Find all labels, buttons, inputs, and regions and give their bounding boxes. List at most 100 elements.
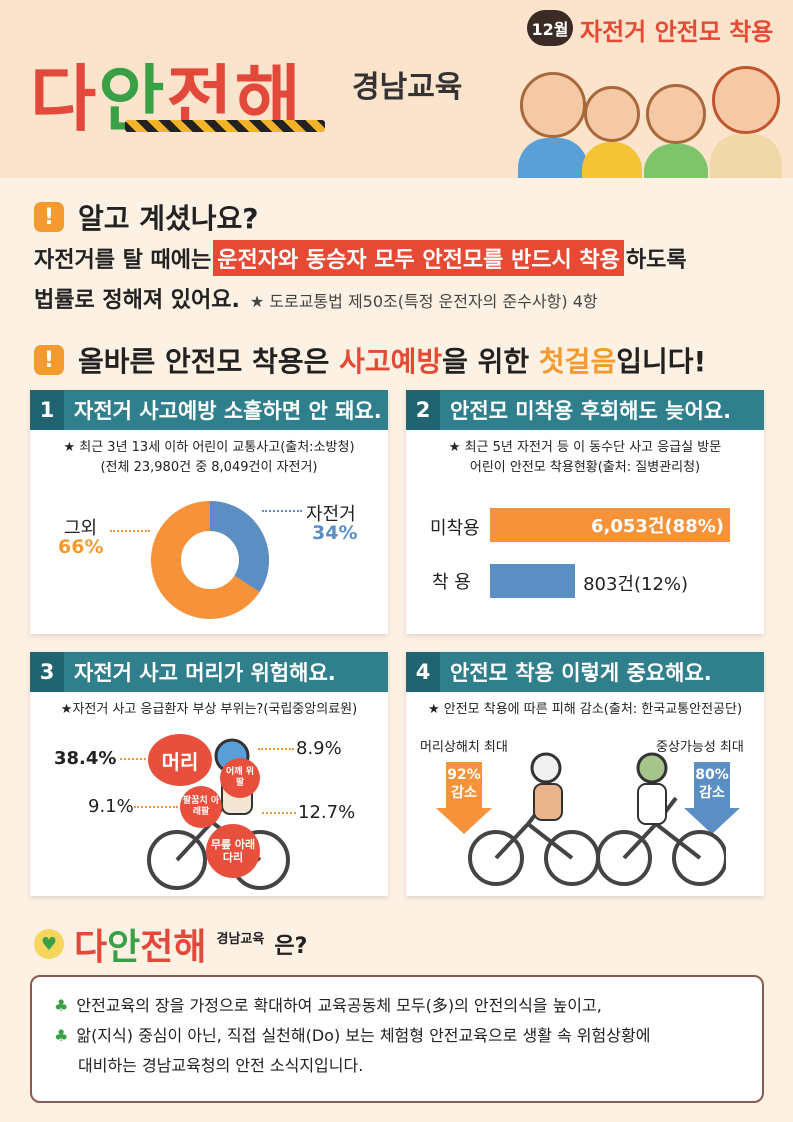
card-number: 4 (406, 652, 440, 692)
bar-value: 803건(12%) (583, 574, 689, 595)
card-title: 안전모 미착용 후회해도 늦어요. (450, 399, 732, 423)
severe-injury-label: 중상가능성 최대 (656, 740, 744, 755)
leader-line (258, 748, 294, 750)
leader-line (262, 812, 296, 814)
footer-question: 은? (274, 934, 308, 959)
leader-line (110, 530, 150, 532)
elbow-value: 9.1% (88, 796, 134, 817)
logo-subtitle: 경남교육 (352, 70, 463, 105)
logo-char: 다 (74, 927, 108, 968)
bar-helmet (490, 564, 576, 598)
card-header: 3 자전거 사고 머리가 위험해요. (30, 652, 388, 692)
intro-text: 법률로 정해져 있어요. (34, 288, 240, 313)
knee-bubble: 무릎 아래다리 (206, 824, 260, 878)
intro-text: 하도록 (625, 248, 687, 273)
card-helmet-stats: 2 안전모 미착용 후회해도 늦어요. ★ 최근 5년 자전거 등 이 동수단 사… (406, 390, 764, 634)
bike-label: 자전거 (306, 504, 356, 525)
exclamation-icon: ! (34, 202, 64, 232)
section-title-know: ! 알고 계셨나요? (34, 197, 259, 237)
description-row: ♣ 안전교육의 장을 가정으로 확대하여 교육공동체 모두(多)의 안전의식을 높… (54, 991, 740, 1021)
elbow-bubble: 팔꿈치 아래팔 (180, 786, 222, 828)
clover-icon: ♣ (54, 996, 69, 1015)
logo-char: 안 (107, 927, 141, 968)
leader-line (262, 510, 302, 512)
card-subtitle: ★자전거 사고 응급환자 부상 부위는?(국립중앙의료원) (60, 702, 358, 717)
decrease-value: 80% (695, 767, 729, 783)
card-injury-areas: 3 자전거 사고 머리가 위험해요. ★자전거 사고 응급환자 부상 부위는?(국… (30, 652, 388, 896)
decrease-unit: 감소 (699, 785, 725, 801)
subtitle-line: 어린이 안전모 착용현황(출처: 질병관리청) (469, 460, 701, 475)
card-title: 자전거 사고 머리가 위험해요. (74, 661, 336, 685)
shoulder-bubble: 어깨 위팔 (220, 758, 260, 798)
shoulder-value: 8.9% (296, 738, 342, 759)
subtitle-line: ★ 최근 3년 13세 이하 어린이 교통사고(출처:소방청) (63, 440, 355, 455)
month-badge: 12월 (527, 10, 573, 46)
description-row: ♣ 앎(지식) 중심이 아닌, 직접 실천해(Do) 보는 체험형 안전교육으로 … (54, 1021, 740, 1051)
child-figure (518, 72, 588, 178)
child-figure (710, 66, 782, 178)
logo-char: 전 (140, 927, 174, 968)
subtitle-line: (전체 23,980건 중 8,049건이 자전거) (100, 460, 318, 475)
subtitle-line: ★ 최근 5년 자전거 등 이 동수단 사고 응급실 방문 (448, 440, 722, 455)
clover-icon: ♣ (54, 1026, 69, 1045)
intro-line-2: 법률로 정해져 있어요. ★ 도로교통법 제50조(특정 운전자의 준수사항) … (34, 282, 598, 314)
bike-value: 34% (312, 522, 358, 544)
section-title-prevention: ! 올바른 안전모 착용은 사고예방을 위한 첫걸음입니다! (34, 340, 706, 380)
header-banner: 다안전해 경남교육 12월 자전거 안전모 착용 (0, 0, 793, 178)
logo-stripe (125, 120, 325, 132)
title-highlight: 사고예방 (339, 345, 443, 378)
child-figure (582, 86, 642, 178)
description-text: 안전교육의 장을 가정으로 확대하여 교육공동체 모두(多)의 안전의식을 높이… (76, 996, 602, 1015)
intro-text: 자전거를 탈 때에는 (34, 248, 212, 273)
card-number: 3 (30, 652, 64, 692)
knee-value: 12.7% (298, 802, 356, 823)
card-number: 1 (30, 390, 64, 430)
decrease-arrow-orange: 92% 감소 (436, 762, 492, 834)
donut-bike-slice (151, 501, 269, 619)
footer-title: ♥ 다안전해 경남교육 은? (34, 918, 307, 970)
description-row: 대비하는 경남교육청의 안전 소식지입니다. (54, 1051, 740, 1081)
law-source: ★ 도로교통법 제50조(특정 운전자의 준수사항) 4항 (249, 292, 598, 311)
card-helmet-effect: 4 안전모 착용 이렇게 중요해요. ★ 안전모 착용에 따른 피해 감소(출처:… (406, 652, 764, 896)
other-value: 66% (58, 536, 104, 558)
donut-chart (151, 501, 269, 619)
logo-char: 다 (30, 57, 99, 141)
intro-highlight: 운전자와 동승자 모두 안전모를 반드시 착용 (213, 240, 624, 276)
title-highlight: 첫걸음 (538, 345, 617, 378)
other-label: 그외 (64, 518, 98, 539)
title-text: 올바른 안전모 착용은 (78, 345, 330, 378)
card-accident-stats: 1 자전거 사고예방 소홀하면 안 돼요. ★ 최근 3년 13세 이하 어린이 … (30, 390, 388, 634)
children-illustration (518, 60, 793, 178)
exclamation-icon: ! (34, 345, 64, 375)
logo-char: 해 (173, 927, 207, 968)
description-text: 앎(지식) 중심이 아닌, 직접 실천해(Do) 보는 체험형 안전교육으로 생… (76, 1026, 651, 1045)
month-title: 자전거 안전모 착용 (580, 18, 774, 46)
decrease-arrow-blue: 80% 감소 (684, 762, 740, 834)
lightbulb-icon: ♥ (34, 929, 64, 959)
decrease-unit: 감소 (451, 785, 477, 801)
intro-line-1: 자전거를 탈 때에는 운전자와 동승자 모두 안전모를 반드시 착용 하도록 (34, 240, 687, 276)
leader-line (120, 758, 146, 760)
card-subtitle: ★ 최근 3년 13세 이하 어린이 교통사고(출처:소방청) (전체 23,98… (30, 438, 388, 478)
head-injury-label: 머리상해치 최대 (420, 740, 508, 755)
cyclist-green-icon (596, 752, 726, 886)
bar-no-helmet: 6,053건(88%) (490, 508, 730, 542)
head-value: 38.4% (54, 748, 117, 769)
cyclist-orange-icon (468, 752, 598, 886)
footer-logo: 다안전해 (74, 918, 207, 970)
card-title: 자전거 사고예방 소홀하면 안 돼요. (74, 399, 382, 423)
decrease-value: 92% (447, 767, 481, 783)
bar-label-no-helmet: 미착용 (430, 518, 480, 539)
card-subtitle: ★ 안전모 착용에 따른 피해 감소(출처: 한국교통안전공단) (427, 702, 743, 717)
title-text: 을 위한 (442, 345, 530, 378)
footer-logo-subtitle: 경남교육 (216, 931, 265, 947)
head-bubble: 머리 (148, 734, 212, 786)
section-title-text: 알고 계셨나요? (78, 202, 259, 235)
card-header: 4 안전모 착용 이렇게 중요해요. (406, 652, 764, 692)
footer-description-box: ♣ 안전교육의 장을 가정으로 확대하여 교육공동체 모두(多)의 안전의식을 높… (30, 975, 764, 1103)
child-figure (644, 84, 708, 178)
description-text: 대비하는 경남교육청의 안전 소식지입니다. (78, 1056, 364, 1075)
card-number: 2 (406, 390, 440, 430)
leader-line (134, 806, 178, 808)
